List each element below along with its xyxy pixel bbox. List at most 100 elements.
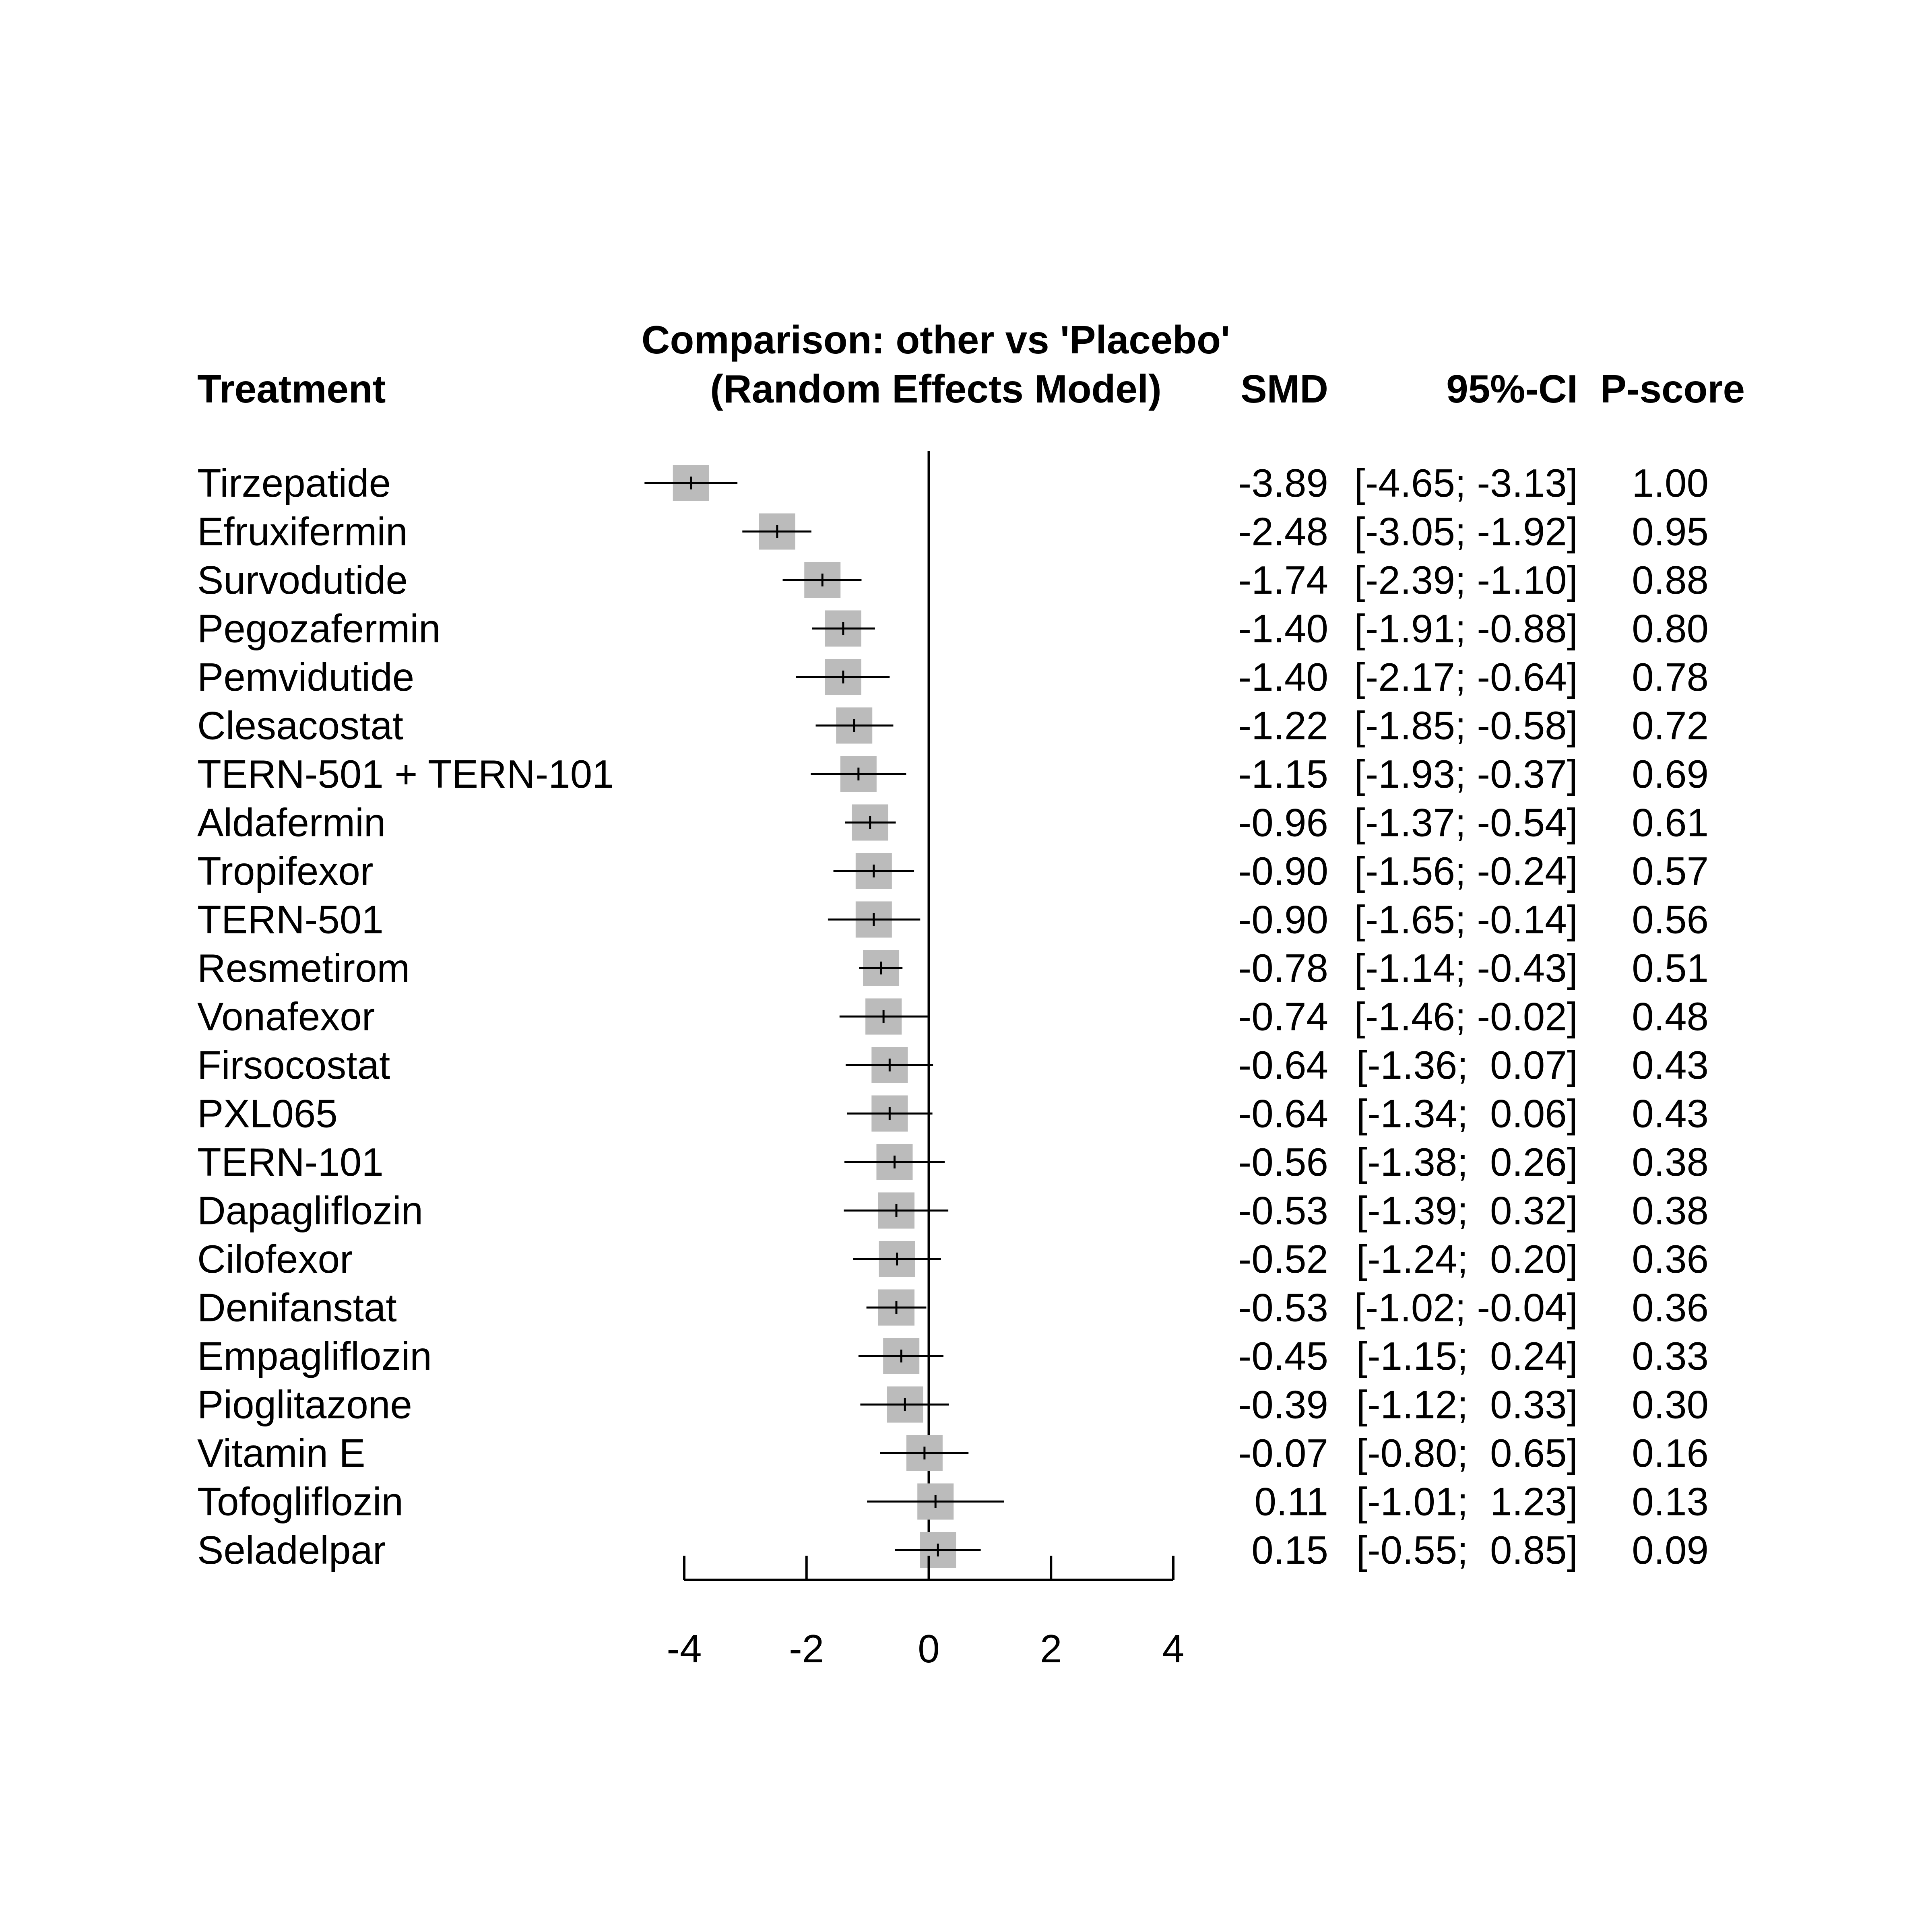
- forest-row: Vitamin E -0.07 [-0.80; 0.65] 0.16: [197, 1431, 1709, 1475]
- pscore-value: 0.36: [1632, 1237, 1709, 1281]
- forest-row: Pioglitazone -0.39 [-1.12; 0.33] 0.30: [197, 1383, 1709, 1427]
- forest-row: Firsocostat -0.64 [-1.36; 0.07] 0.43: [197, 1043, 1709, 1087]
- smd-value: -0.78: [1238, 946, 1328, 990]
- treatment-label: Pioglitazone: [197, 1383, 412, 1427]
- treatment-label: Efruxifermin: [197, 510, 408, 554]
- pscore-value: 0.43: [1632, 1092, 1709, 1136]
- smd-value: -1.40: [1238, 607, 1328, 651]
- forest-rows: Tirzepatide -3.89 [-4.65; -3.13] 1.00 Efruxi…: [197, 461, 1709, 1572]
- smd-value: -3.89: [1238, 461, 1328, 505]
- x-tick-label: -4: [667, 1627, 702, 1671]
- forest-row: Vonafexor -0.74 [-1.46; -0.02] 0.48: [197, 995, 1709, 1039]
- forest-row: TERN-501 + TERN-101 -1.15 [-1.93; -0.37] 0.…: [197, 752, 1709, 796]
- pscore-value: 0.09: [1632, 1528, 1709, 1572]
- x-axis: -4 -2 0 2 4: [667, 1556, 1184, 1671]
- ci-value: [-1.65; -0.14]: [1354, 898, 1578, 942]
- treatment-label: Cilofexor: [197, 1237, 353, 1281]
- ci-value: [-1.01; 1.23]: [1356, 1480, 1578, 1524]
- treatment-label: Vonafexor: [197, 995, 375, 1039]
- column-header-pscore: P-score: [1600, 367, 1745, 411]
- pscore-value: 0.69: [1632, 752, 1709, 796]
- ci-value: [-1.34; 0.06]: [1356, 1092, 1578, 1136]
- treatment-label: PXL065: [197, 1092, 338, 1136]
- smd-value: -0.74: [1238, 995, 1328, 1039]
- smd-value: 0.15: [1251, 1528, 1328, 1572]
- forest-row: Cilofexor -0.52 [-1.24; 0.20] 0.36: [197, 1237, 1709, 1281]
- x-tick-label: 2: [1040, 1627, 1062, 1671]
- pscore-value: 0.57: [1632, 849, 1709, 893]
- smd-value: -0.96: [1238, 801, 1328, 845]
- treatment-label: Seladelpar: [197, 1528, 386, 1572]
- pscore-value: 0.36: [1632, 1286, 1709, 1330]
- pscore-value: 0.78: [1632, 655, 1709, 699]
- ci-value: [-3.05; -1.92]: [1354, 510, 1578, 554]
- ci-value: [-1.02; -0.04]: [1354, 1286, 1578, 1330]
- pscore-value: 0.38: [1632, 1189, 1709, 1233]
- forest-row: Efruxifermin -2.48 [-3.05; -1.92] 0.95: [197, 510, 1709, 554]
- chart-subtitle: (Random Effects Model): [710, 367, 1162, 411]
- treatment-label: Dapagliflozin: [197, 1189, 423, 1233]
- pscore-value: 0.72: [1632, 704, 1709, 748]
- pscore-value: 0.33: [1632, 1334, 1709, 1378]
- forest-row: Denifanstat -0.53 [-1.02; -0.04] 0.36: [197, 1286, 1709, 1330]
- ci-value: [-0.55; 0.85]: [1356, 1528, 1578, 1572]
- smd-value: 0.11: [1255, 1480, 1328, 1524]
- pscore-value: 0.61: [1632, 801, 1709, 845]
- treatment-label: Vitamin E: [197, 1431, 365, 1475]
- ci-value: [-2.17; -0.64]: [1354, 655, 1578, 699]
- column-header-treatment: Treatment: [197, 367, 386, 411]
- treatment-label: Tropifexor: [197, 849, 374, 893]
- pscore-value: 1.00: [1632, 461, 1709, 505]
- smd-value: -1.74: [1238, 558, 1328, 602]
- ci-value: [-4.65; -3.13]: [1354, 461, 1578, 505]
- treatment-label: Pemvidutide: [197, 655, 414, 699]
- smd-value: -0.07: [1238, 1431, 1328, 1475]
- column-header-ci: 95%-CI: [1446, 367, 1578, 411]
- x-tick-label: -2: [789, 1627, 824, 1671]
- pscore-value: 0.88: [1632, 558, 1709, 602]
- forest-row: Pemvidutide -1.40 [-2.17; -0.64] 0.78: [197, 655, 1709, 699]
- forest-row: PXL065 -0.64 [-1.34; 0.06] 0.43: [197, 1092, 1709, 1136]
- ci-value: [-1.46; -0.02]: [1354, 995, 1578, 1039]
- ci-value: [-1.24; 0.20]: [1356, 1237, 1578, 1281]
- treatment-label: Aldafermin: [197, 801, 386, 845]
- ci-value: [-1.36; 0.07]: [1356, 1043, 1578, 1087]
- ci-value: [-1.14; -0.43]: [1354, 946, 1578, 990]
- pscore-value: 0.95: [1632, 510, 1709, 554]
- smd-value: -0.52: [1238, 1237, 1328, 1281]
- pscore-value: 0.56: [1632, 898, 1709, 942]
- treatment-label: TERN-501: [197, 898, 384, 942]
- smd-value: -1.40: [1238, 655, 1328, 699]
- forest-row: Clesacostat -1.22 [-1.85; -0.58] 0.72: [197, 704, 1709, 748]
- smd-value: -0.53: [1238, 1189, 1328, 1233]
- column-header-smd: SMD: [1241, 367, 1328, 411]
- forest-row: Tirzepatide -3.89 [-4.65; -3.13] 1.00: [197, 461, 1709, 505]
- smd-value: -0.45: [1238, 1334, 1328, 1378]
- forest-row: Pegozafermin -1.40 [-1.91; -0.88] 0.80: [197, 607, 1709, 651]
- pscore-value: 0.16: [1632, 1431, 1709, 1475]
- treatment-label: TERN-101: [197, 1140, 384, 1184]
- ci-value: [-1.37; -0.54]: [1354, 801, 1578, 845]
- treatment-label: Survodutide: [197, 558, 408, 602]
- forest-row: TERN-501 -0.90 [-1.65; -0.14] 0.56: [197, 898, 1709, 942]
- ci-value: [-1.85; -0.58]: [1354, 704, 1578, 748]
- ci-value: [-2.39; -1.10]: [1354, 558, 1578, 602]
- treatment-label: Tofogliflozin: [197, 1480, 403, 1524]
- smd-value: -1.15: [1238, 752, 1328, 796]
- ci-value: [-1.93; -0.37]: [1354, 752, 1578, 796]
- smd-value: -1.22: [1238, 704, 1328, 748]
- smd-value: -2.48: [1238, 510, 1328, 554]
- forest-row: Resmetirom -0.78 [-1.14; -0.43] 0.51: [197, 946, 1709, 990]
- smd-value: -0.90: [1238, 898, 1328, 942]
- ci-value: [-1.91; -0.88]: [1354, 607, 1578, 651]
- smd-value: -0.90: [1238, 849, 1328, 893]
- smd-value: -0.64: [1238, 1043, 1328, 1087]
- x-tick-label: 4: [1162, 1627, 1185, 1671]
- pscore-value: 0.30: [1632, 1383, 1709, 1427]
- pscore-value: 0.38: [1632, 1140, 1709, 1184]
- treatment-label: Firsocostat: [197, 1043, 390, 1087]
- forest-row: Survodutide -1.74 [-2.39; -1.10] 0.88: [197, 558, 1709, 602]
- treatment-label: Tirzepatide: [197, 461, 391, 505]
